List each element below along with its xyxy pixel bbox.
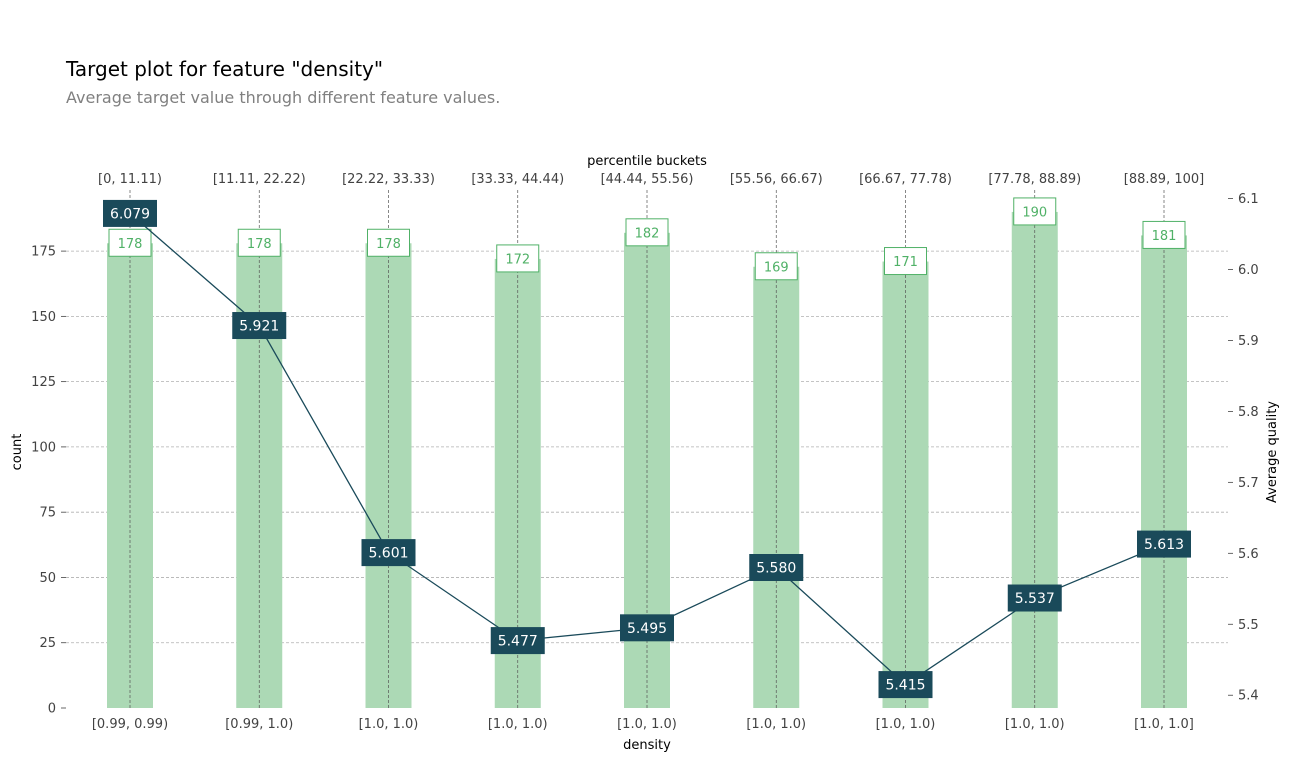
average-label: 5.537 xyxy=(1015,591,1055,607)
count-label: 178 xyxy=(118,237,143,252)
average-label-box xyxy=(103,199,157,227)
x-tick-label: [1.0, 1.0) xyxy=(876,717,936,732)
average-label-box xyxy=(1007,584,1062,612)
count-label: 178 xyxy=(247,237,272,252)
top-tick-label: [33.33, 44.44) xyxy=(471,172,564,187)
y-right-tick-label: 5.9 xyxy=(1238,334,1259,349)
x-axis-label: density xyxy=(623,738,671,753)
average-label-box xyxy=(490,627,545,655)
x-tick-label: [0.99, 1.0) xyxy=(225,717,293,732)
average-labels: 6.079 5.921 5.601 5.477 5.495 5.580 5.415 5.537… xyxy=(103,199,1191,699)
top-tick-label: [44.44, 55.56) xyxy=(601,172,694,187)
average-label: 5.477 xyxy=(498,634,538,650)
top-tick-label: [0, 11.11) xyxy=(98,172,162,187)
y-left-tick-label: 100 xyxy=(31,440,56,455)
y-axis-right-label: Average quality xyxy=(1265,401,1280,503)
average-label: 5.580 xyxy=(756,561,796,577)
x-tick-label: [1.0, 1.0) xyxy=(359,717,419,732)
y-right-tick-label: 5.8 xyxy=(1238,405,1259,420)
count-label: 178 xyxy=(376,237,401,252)
count-label-box xyxy=(237,228,281,257)
average-label-box xyxy=(361,539,416,567)
chart-subtitle: Average target value through different f… xyxy=(66,88,500,107)
top-axis-label: percentile buckets xyxy=(587,154,707,169)
top-tick-label: [11.11, 22.22) xyxy=(213,172,306,187)
top-tick-label: [88.89, 100] xyxy=(1124,172,1204,187)
average-label-box xyxy=(1137,530,1191,558)
average-label: 5.921 xyxy=(239,319,279,335)
top-tick-label: [55.56, 66.67) xyxy=(730,172,823,187)
y-left-tick-label: 125 xyxy=(31,375,56,390)
y-right-tick-label: 5.7 xyxy=(1238,476,1259,491)
y-left-tick-label: 75 xyxy=(39,506,56,521)
count-label-box xyxy=(108,228,152,257)
average-label-box xyxy=(620,614,674,642)
y-left-tick-label: 150 xyxy=(31,310,56,325)
count-labels: 178 178 178 172 182 169 171 190 181 xyxy=(108,197,1186,281)
average-label-box xyxy=(878,671,933,699)
top-tick-label: [77.78, 88.89) xyxy=(988,172,1081,187)
count-label: 171 xyxy=(893,255,918,270)
count-label: 172 xyxy=(505,252,530,267)
y-right-tick-label: 5.5 xyxy=(1238,618,1259,633)
count-label: 181 xyxy=(1152,229,1177,244)
y-left-tick-label: 25 xyxy=(39,636,56,651)
axes: 0 25 50 75 100 125 150 175 5.4 5.5 5.6 5.7 5.8 5.9 6.0… xyxy=(31,172,1259,732)
y-right-tick-label: 6.1 xyxy=(1238,192,1259,207)
average-label: 5.415 xyxy=(885,678,925,694)
x-tick-label: [1.0, 1.0) xyxy=(746,717,806,732)
count-label-box xyxy=(496,244,540,273)
y-left-tick-label: 0 xyxy=(48,702,56,717)
count-label-box xyxy=(367,228,410,257)
y-right-tick-label: 5.4 xyxy=(1238,689,1259,704)
x-tick-label: [1.0, 1.0) xyxy=(488,717,548,732)
count-label: 169 xyxy=(764,260,789,275)
average-label: 5.495 xyxy=(627,621,667,637)
count-label-box xyxy=(884,247,927,276)
count-label: 190 xyxy=(1022,205,1047,220)
y-left-tick-label: 50 xyxy=(39,571,56,586)
average-label-box xyxy=(232,312,287,340)
y-left-tick-label: 175 xyxy=(31,245,56,260)
count-label-box xyxy=(754,252,798,281)
average-label-box xyxy=(749,554,804,582)
count-label: 182 xyxy=(635,226,660,241)
average-label: 5.613 xyxy=(1144,537,1184,553)
top-tick-label: [22.22, 33.33) xyxy=(342,172,435,187)
y-axis-left-label: count xyxy=(10,434,25,471)
bars xyxy=(107,211,1187,709)
count-label-box xyxy=(1013,197,1057,226)
x-tick-label: [1.0, 1.0] xyxy=(1134,717,1194,732)
top-tick-label: [66.67, 77.78) xyxy=(859,172,952,187)
average-label: 5.601 xyxy=(368,546,408,562)
x-tick-label: [1.0, 1.0) xyxy=(617,717,677,732)
x-tick-label: [0.99, 0.99) xyxy=(92,717,168,732)
y-right-tick-label: 6.0 xyxy=(1238,263,1259,278)
x-tick-label: [1.0, 1.0) xyxy=(1005,717,1065,732)
chart-title: Target plot for feature "density" xyxy=(65,57,383,81)
average-label: 6.079 xyxy=(110,206,150,222)
count-label-box xyxy=(625,218,669,247)
count-label-box xyxy=(1142,220,1186,249)
y-right-tick-label: 5.6 xyxy=(1238,547,1259,562)
